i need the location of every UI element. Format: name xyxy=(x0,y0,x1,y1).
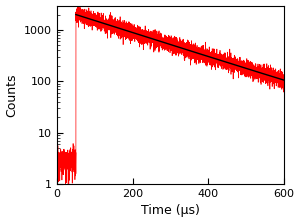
X-axis label: Time (μs): Time (μs) xyxy=(141,204,200,217)
Y-axis label: Counts: Counts xyxy=(6,73,19,117)
